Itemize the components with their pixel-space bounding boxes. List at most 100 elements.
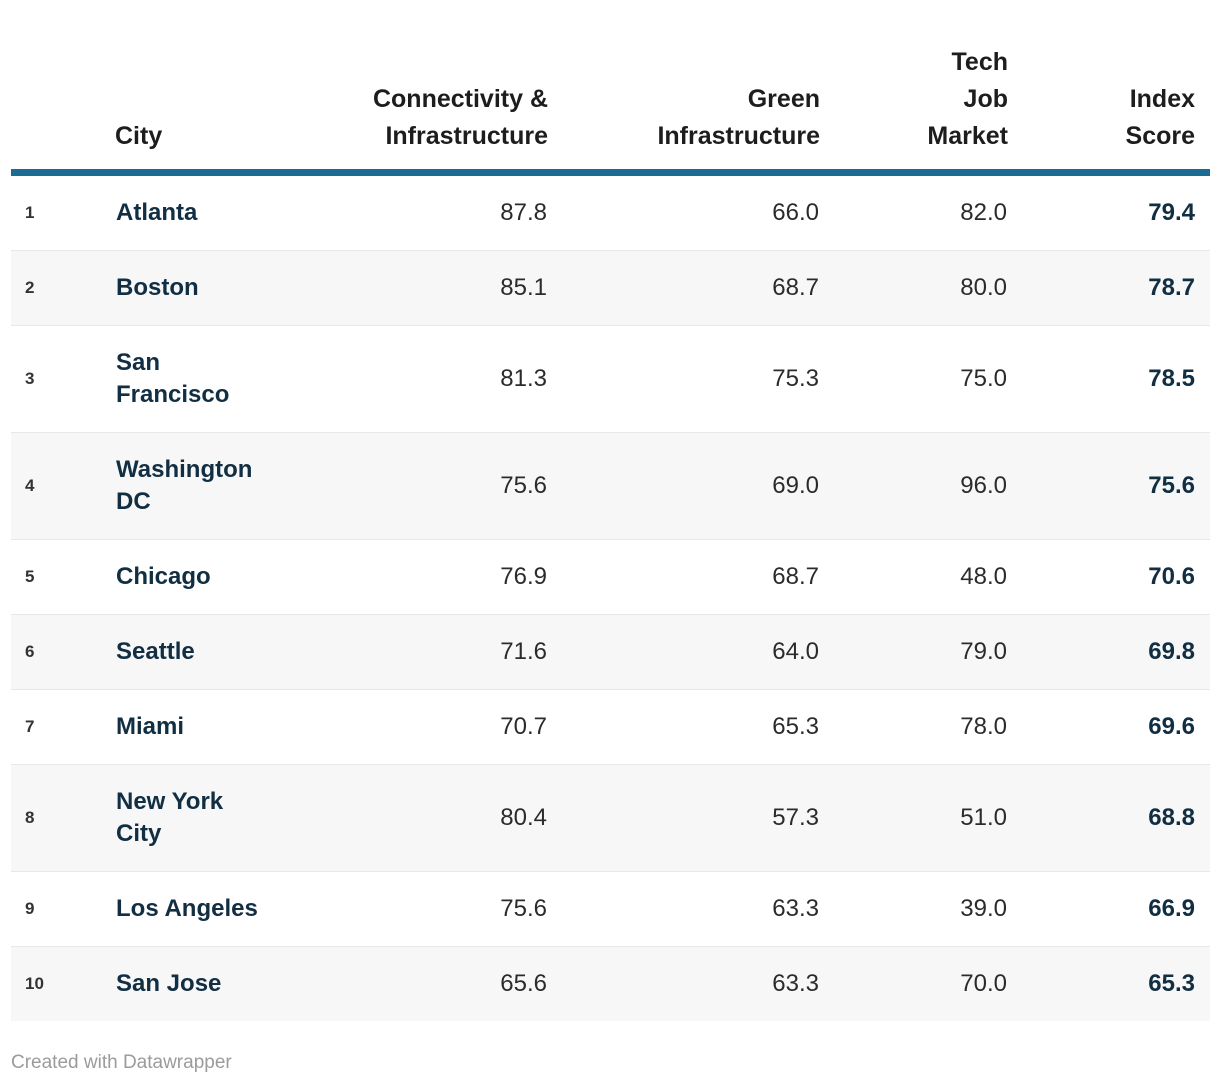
- city-name-line2: DC: [116, 488, 151, 515]
- rank-cell: 7: [25, 717, 35, 736]
- city-cell: Atlanta: [115, 173, 275, 251]
- column-header-label: Green: [747, 85, 820, 113]
- green-cell: 57.3: [772, 804, 819, 831]
- index-score-cell: 79.4: [1148, 199, 1195, 226]
- city-cell: New York City: [115, 765, 275, 872]
- index-score-cell: 65.3: [1148, 970, 1195, 997]
- rank-cell: 10: [25, 974, 44, 993]
- city-name: Chicago: [116, 563, 211, 590]
- green-cell: 66.0: [772, 199, 819, 226]
- index-score-cell: 70.6: [1148, 563, 1195, 590]
- index-score-cell: 69.8: [1148, 638, 1195, 665]
- tech-cell: 82.0: [960, 199, 1007, 226]
- index-score-cell: 78.7: [1148, 274, 1195, 301]
- city-name: San: [116, 349, 161, 376]
- connectivity-cell: 65.6: [500, 970, 547, 997]
- column-header-connectivity: Connectivity & Infrastructure: [275, 0, 548, 176]
- datawrapper-attribution: Created with Datawrapper: [11, 1052, 232, 1073]
- tech-cell: 96.0: [960, 472, 1007, 499]
- column-header-green: Green Infrastructure: [548, 0, 820, 176]
- table-row: 4 Washington DC 75.6 69.0 96.0 75.6: [11, 432, 1210, 540]
- green-cell: 63.3: [772, 895, 819, 922]
- column-header-label: Tech: [951, 48, 1009, 76]
- city-name: Boston: [116, 274, 199, 301]
- green-cell: 63.3: [772, 970, 819, 997]
- rank-cell: 8: [25, 808, 35, 827]
- green-cell: 65.3: [772, 713, 819, 740]
- table-row: 10 San Jose 65.6 63.3 70.0 65.3: [11, 946, 1210, 1022]
- rank-cell: 2: [25, 278, 35, 297]
- column-header-rank: [11, 0, 115, 176]
- rank-cell: 1: [25, 203, 35, 222]
- connectivity-cell: 80.4: [500, 804, 547, 831]
- city-cell: Miami: [115, 690, 275, 765]
- city-name: Seattle: [116, 638, 195, 665]
- connectivity-cell: 87.8: [500, 199, 547, 226]
- index-score-cell: 68.8: [1148, 804, 1195, 831]
- column-header-label: Job: [963, 85, 1008, 113]
- column-header-tech: Tech Job Market: [820, 0, 1009, 176]
- connectivity-cell: 75.6: [500, 895, 547, 922]
- column-header-label: Infrastructure: [657, 122, 820, 150]
- rank-cell: 9: [25, 899, 35, 918]
- rank-cell: 5: [25, 567, 35, 586]
- city-cell: Seattle: [115, 615, 275, 690]
- connectivity-cell: 70.7: [500, 713, 547, 740]
- index-score-cell: 69.6: [1148, 713, 1195, 740]
- table-row: 9 Los Angeles 75.6 63.3 39.0 66.9: [11, 871, 1210, 947]
- rank-cell: 3: [25, 369, 35, 388]
- city-name-line2: Francisco: [116, 381, 230, 408]
- table-row: 8 New York City 80.4 57.3 51.0 68.8: [11, 764, 1210, 872]
- table-row: 3 San Francisco 81.3 75.3 75.0 78.5: [11, 325, 1210, 433]
- tech-cell: 79.0: [960, 638, 1007, 665]
- column-header-label: Score: [1125, 122, 1195, 150]
- city-cell: Washington DC: [115, 433, 275, 540]
- connectivity-cell: 71.6: [500, 638, 547, 665]
- rank-cell: 4: [25, 476, 35, 495]
- rank-cell: 6: [25, 642, 35, 661]
- column-header-label: Infrastructure: [385, 122, 548, 150]
- index-score-cell: 75.6: [1148, 472, 1195, 499]
- green-cell: 64.0: [772, 638, 819, 665]
- table-row: 6 Seattle 71.6 64.0 79.0 69.8: [11, 614, 1210, 690]
- city-name: Los Angeles: [116, 895, 258, 922]
- city-name-line2: City: [116, 820, 162, 847]
- table-row: 1 Atlanta 87.8 66.0 82.0 79.4: [11, 172, 1210, 251]
- index-score-cell: 66.9: [1148, 895, 1195, 922]
- tech-cell: 75.0: [960, 365, 1007, 392]
- city-name: Miami: [116, 713, 185, 740]
- table-row: 2 Boston 85.1 68.7 80.0 78.7: [11, 250, 1210, 326]
- green-cell: 69.0: [772, 472, 819, 499]
- city-name: San Jose: [116, 970, 222, 997]
- connectivity-cell: 75.6: [500, 472, 547, 499]
- column-header-label: Connectivity &: [372, 85, 548, 113]
- table-row: 5 Chicago 76.9 68.7 48.0 70.6: [11, 539, 1210, 615]
- connectivity-cell: 81.3: [500, 365, 547, 392]
- green-cell: 68.7: [772, 563, 819, 590]
- city-cell: San Francisco: [115, 326, 275, 433]
- header-row: City Connectivity & Infrastructure Green…: [11, 0, 1210, 176]
- tech-cell: 70.0: [960, 970, 1007, 997]
- column-header-index: Index Score: [1008, 0, 1210, 176]
- tech-cell: 78.0: [960, 713, 1007, 740]
- column-header-label: Market: [927, 122, 1008, 150]
- tech-cell: 39.0: [960, 895, 1007, 922]
- tech-cell: 51.0: [960, 804, 1007, 831]
- city-cell: San Jose: [115, 947, 275, 1022]
- city-name: Atlanta: [116, 199, 198, 226]
- city-cell: Boston: [115, 251, 275, 326]
- city-index-table: City Connectivity & Infrastructure Green…: [11, 0, 1210, 1021]
- connectivity-cell: 85.1: [500, 274, 547, 301]
- city-name: New York: [116, 788, 224, 815]
- column-header-label: City: [115, 122, 163, 150]
- green-cell: 75.3: [772, 365, 819, 392]
- connectivity-cell: 76.9: [500, 563, 547, 590]
- city-cell: Los Angeles: [115, 872, 275, 947]
- green-cell: 68.7: [772, 274, 819, 301]
- column-header-city: City: [115, 0, 275, 176]
- city-cell: Chicago: [115, 540, 275, 615]
- column-header-label: Index: [1129, 85, 1195, 113]
- city-name: Washington: [116, 456, 253, 483]
- table-row: 7 Miami 70.7 65.3 78.0 69.6: [11, 689, 1210, 765]
- tech-cell: 80.0: [960, 274, 1007, 301]
